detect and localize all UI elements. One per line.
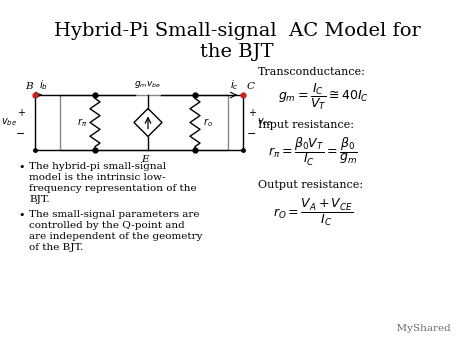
Text: The small-signal parameters are: The small-signal parameters are	[29, 210, 200, 219]
Text: the BJT: the BJT	[200, 43, 274, 61]
Text: −: −	[16, 130, 26, 140]
Text: $i_b$: $i_b$	[39, 78, 48, 92]
Text: $g_m v_{be}$: $g_m v_{be}$	[135, 79, 162, 90]
Text: Hybrid-Pi Small-signal  AC Model for: Hybrid-Pi Small-signal AC Model for	[54, 22, 420, 40]
Text: $r_O=\dfrac{V_A^{}+V_{CE}^{}}{I_C}$: $r_O=\dfrac{V_A^{}+V_{CE}^{}}{I_C}$	[273, 196, 354, 228]
Text: Input resistance:: Input resistance:	[258, 120, 354, 130]
Text: controlled by the Q-point and: controlled by the Q-point and	[29, 221, 185, 230]
Text: $r_{\pi}=\dfrac{\beta_0 V_T}{I_C}=\dfrac{\beta_0}{g_m}$: $r_{\pi}=\dfrac{\beta_0 V_T}{I_C}=\dfrac…	[268, 136, 358, 168]
Text: $g_m=\dfrac{I_C}{V_T}\cong 40I_C$: $g_m=\dfrac{I_C}{V_T}\cong 40I_C$	[278, 82, 369, 112]
Text: −: −	[247, 130, 257, 140]
Text: B: B	[26, 82, 33, 91]
Text: The hybrid-pi small-signal: The hybrid-pi small-signal	[29, 162, 166, 171]
Text: +: +	[17, 108, 25, 118]
Text: C: C	[247, 82, 255, 91]
Text: of the BJT.: of the BJT.	[29, 243, 83, 252]
Text: •: •	[18, 162, 25, 172]
Text: E: E	[141, 155, 149, 164]
Text: are independent of the geometry: are independent of the geometry	[29, 232, 202, 241]
Text: Output resistance:: Output resistance:	[258, 180, 363, 190]
Text: Transconductance:: Transconductance:	[258, 67, 366, 77]
Text: $i_c$: $i_c$	[230, 78, 239, 92]
Text: BJT.: BJT.	[29, 195, 50, 204]
Text: frequency representation of the: frequency representation of the	[29, 184, 197, 193]
Text: $r_o$: $r_o$	[203, 116, 213, 129]
Text: MyShared: MyShared	[390, 324, 451, 333]
Text: $v_{be}$: $v_{be}$	[1, 116, 17, 129]
Text: $r_\pi$: $r_\pi$	[77, 116, 87, 129]
Bar	[60, 95, 228, 150]
Text: $v_{ce}$: $v_{ce}$	[257, 116, 273, 129]
Text: +: +	[248, 108, 256, 118]
Text: •: •	[18, 210, 25, 220]
Text: model is the intrinsic low-: model is the intrinsic low-	[29, 173, 165, 182]
